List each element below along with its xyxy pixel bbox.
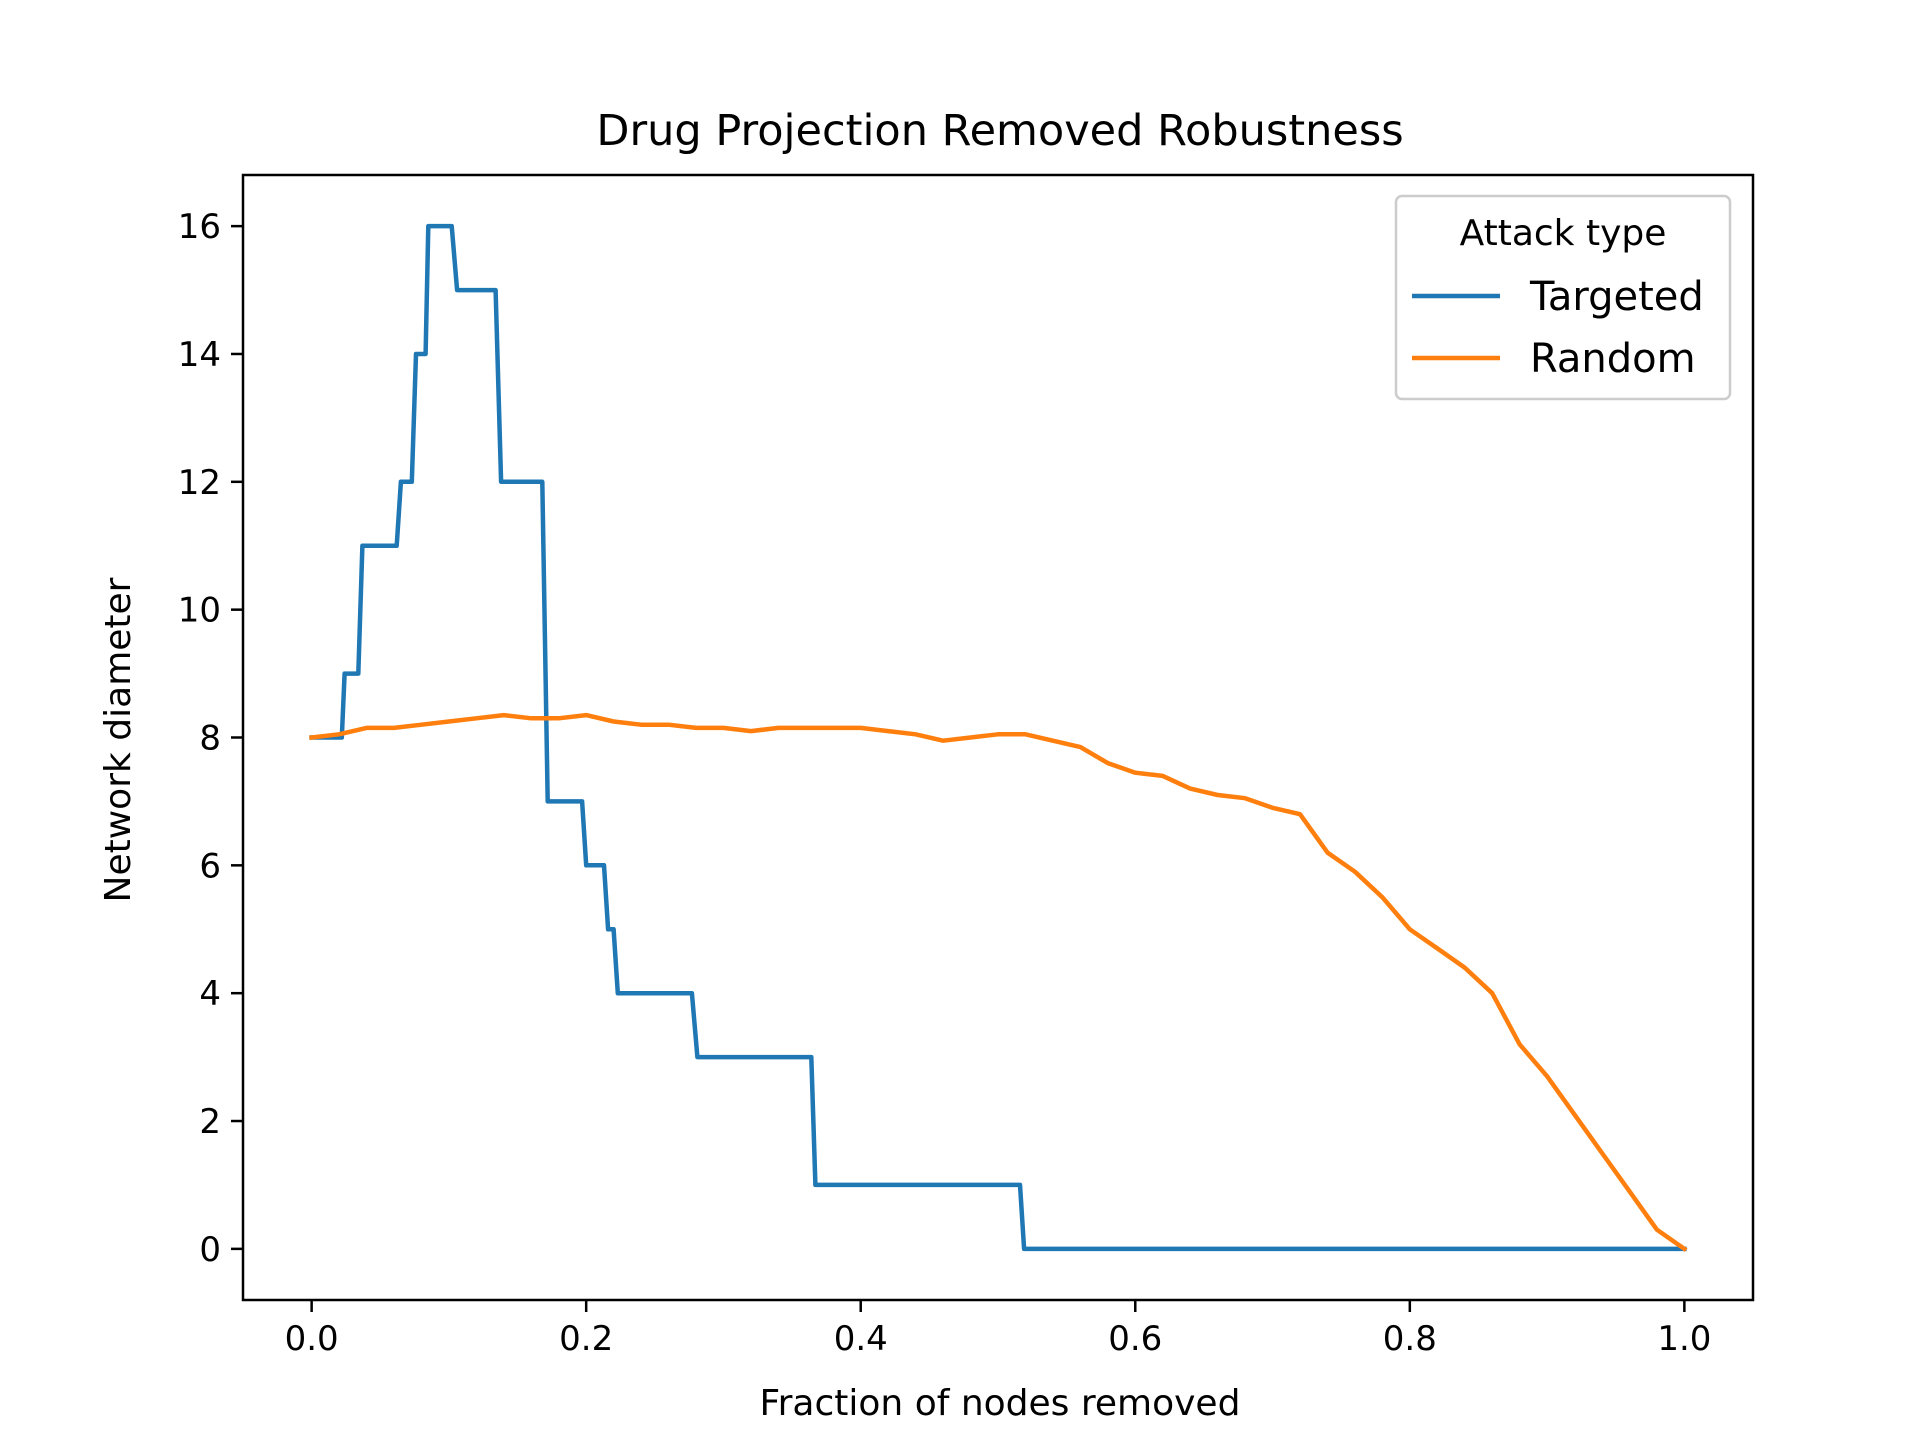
y-tick-label: 0 [199, 1230, 221, 1270]
x-tick-label: 0.4 [834, 1319, 888, 1359]
x-tick-label: 0.8 [1383, 1319, 1437, 1359]
y-tick-label: 6 [199, 846, 221, 886]
legend-box [1394, 194, 1732, 401]
y-axis: 0 2 4 6 8 10 12 14 16 [178, 207, 243, 1270]
legend-label-random: Random [1530, 336, 1696, 382]
legend-title: Attack type [1460, 213, 1667, 254]
chart-title: Drug Projection Removed Robustness [596, 106, 1403, 156]
y-tick-label: 16 [178, 207, 221, 247]
x-tick-label: 0.6 [1108, 1319, 1162, 1359]
y-tick-label: 4 [199, 974, 221, 1014]
x-tick-label: 1.0 [1657, 1319, 1711, 1359]
legend: Attack type Targeted Random [1394, 194, 1732, 401]
series-line-random [309, 712, 1688, 1253]
y-axis-label: Network diameter [98, 577, 139, 902]
legend-label-targeted: Targeted [1529, 274, 1704, 320]
series-line-targeted [309, 223, 1687, 1252]
y-tick-label: 10 [178, 591, 221, 631]
x-axis-label: Fraction of nodes removed [760, 1383, 1241, 1424]
x-axis: 0.0 0.2 0.4 0.6 0.8 1.0 [285, 1300, 1711, 1359]
x-tick-label: 0.2 [559, 1319, 613, 1359]
y-tick-label: 2 [199, 1102, 221, 1142]
y-tick-label: 8 [199, 719, 221, 759]
x-tick-label: 0.0 [285, 1319, 339, 1359]
y-tick-label: 14 [178, 335, 221, 375]
y-tick-label: 12 [178, 463, 221, 503]
